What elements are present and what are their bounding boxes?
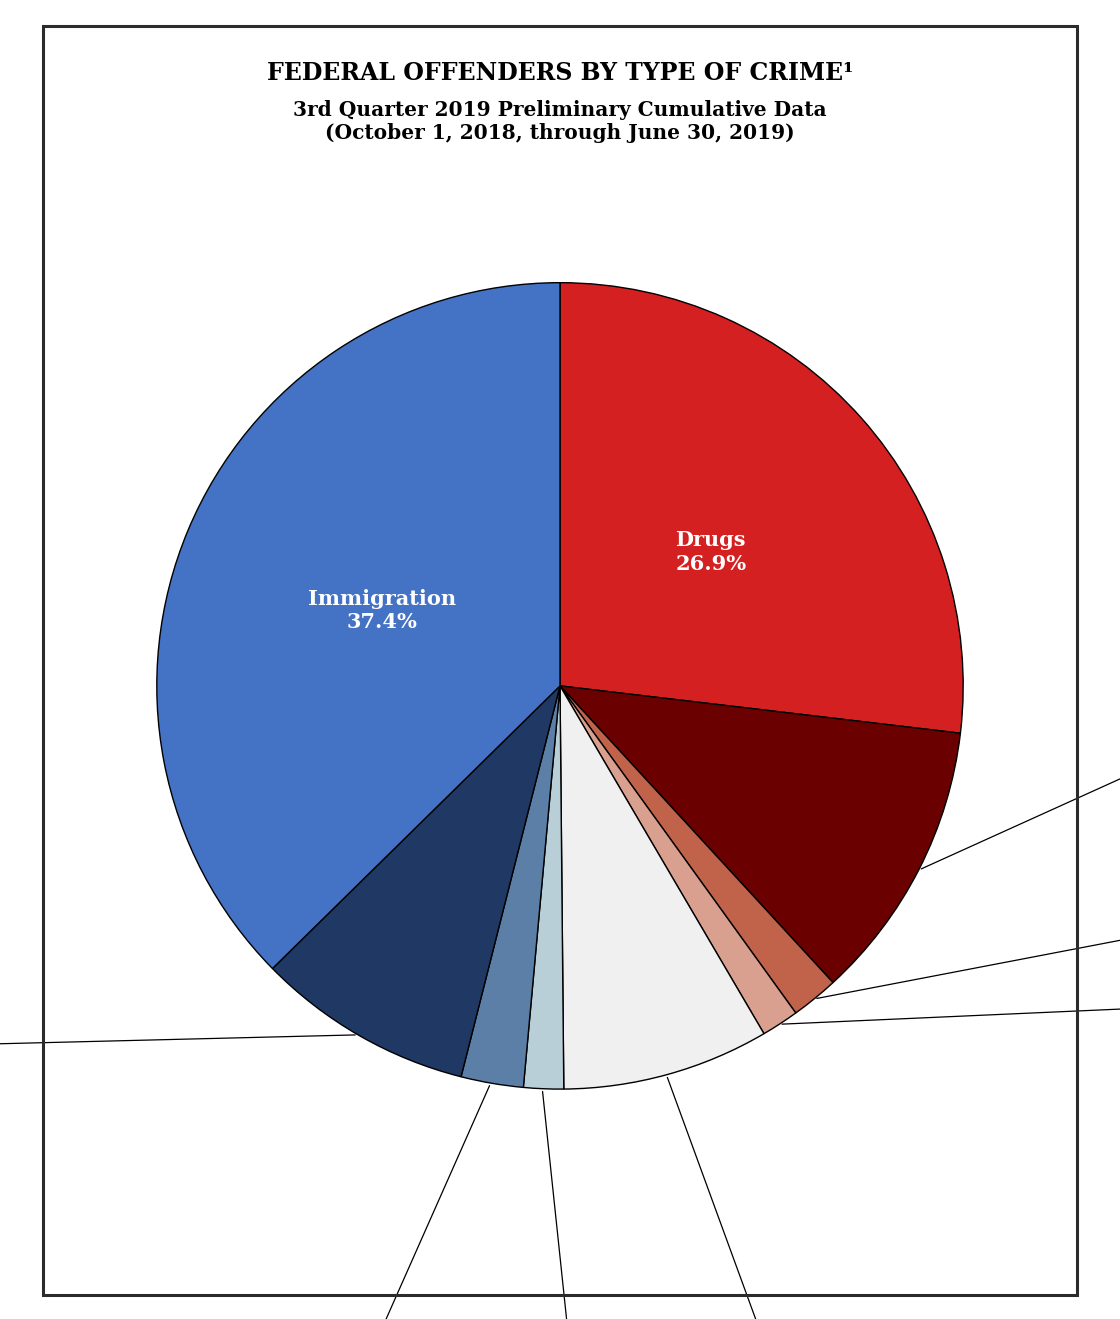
Text: Money
Laundering
1.6%: Money Laundering 1.6% xyxy=(526,1091,634,1319)
Text: Child
Pornography
1.9%: Child Pornography 1.9% xyxy=(816,868,1120,998)
Text: Firearms
11.3%: Firearms 11.3% xyxy=(922,675,1120,869)
Text: Fraud/Theft/
Embezzlement
8.7%: Fraud/Theft/ Embezzlement 8.7% xyxy=(0,1021,355,1076)
Wedge shape xyxy=(157,282,560,968)
Wedge shape xyxy=(272,686,560,1076)
Text: Other
8.3%: Other 8.3% xyxy=(668,1078,796,1319)
Text: Immigration
37.4%: Immigration 37.4% xyxy=(308,588,456,632)
Wedge shape xyxy=(560,686,833,1013)
Wedge shape xyxy=(560,686,961,983)
Text: 3rd Quarter 2019 Preliminary Cumulative Data
(October 1, 2018, through June 30, : 3rd Quarter 2019 Preliminary Cumulative … xyxy=(293,100,827,142)
Text: Robbery
2.5%: Robbery 2.5% xyxy=(320,1086,489,1319)
Wedge shape xyxy=(560,282,963,733)
Text: Drugs
26.9%: Drugs 26.9% xyxy=(675,530,746,574)
Wedge shape xyxy=(560,686,796,1034)
Wedge shape xyxy=(461,686,560,1087)
Text: FEDERAL OFFENDERS BY TYPE OF CRIME¹: FEDERAL OFFENDERS BY TYPE OF CRIME¹ xyxy=(267,61,853,84)
Wedge shape xyxy=(523,686,563,1089)
Text: Sexual Abuse
1.5%: Sexual Abuse 1.5% xyxy=(782,983,1120,1024)
Wedge shape xyxy=(560,686,764,1089)
